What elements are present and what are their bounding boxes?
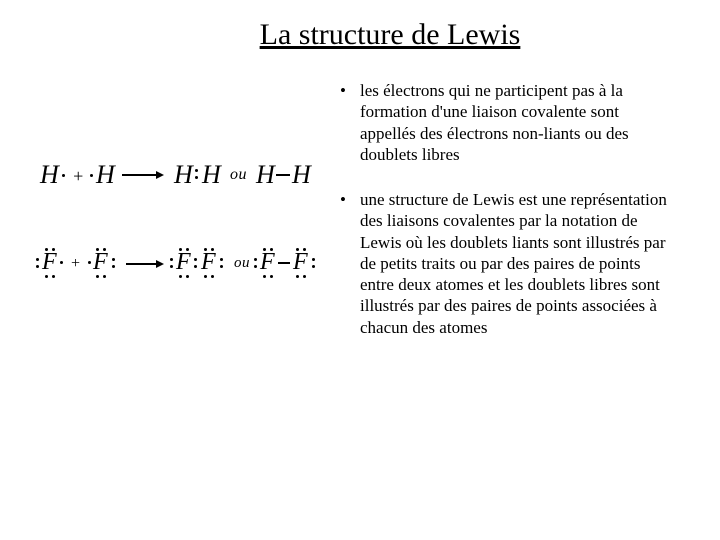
lone-pair <box>254 258 257 268</box>
atom-h: H <box>40 160 59 190</box>
atom-h: H <box>292 160 311 190</box>
diagram-column: H + H H H ou H H <box>40 80 330 362</box>
page-title: La structure de Lewis <box>100 18 680 52</box>
hydrogen-diagram: H + H H H ou H H <box>40 160 330 200</box>
lone-pair <box>179 275 189 278</box>
atom-f: F <box>201 249 216 276</box>
electron-dot <box>60 261 63 264</box>
slide: La structure de Lewis H + H H H ou H <box>0 0 720 540</box>
lone-pair <box>96 275 106 278</box>
bonding-pair <box>194 258 197 268</box>
lone-pair <box>220 258 223 268</box>
bullet-text: les électrons qui ne participent pas à l… <box>360 80 670 165</box>
single-bond <box>276 174 290 176</box>
ou-label: ou <box>230 166 247 184</box>
electron-dot <box>88 261 91 264</box>
lone-pair <box>204 275 214 278</box>
bullet-item: • les électrons qui ne participent pas à… <box>340 80 670 165</box>
atom-f: F <box>293 249 308 276</box>
atom-f: F <box>93 249 108 276</box>
electron-dot <box>62 174 65 177</box>
atom-f: F <box>42 249 57 276</box>
lone-pair <box>312 258 315 268</box>
atom-h: H <box>202 160 221 190</box>
plus-sign: + <box>70 255 81 273</box>
bullet-text: une structure de Lewis est une représent… <box>360 189 670 338</box>
atom-f: F <box>176 249 191 276</box>
lone-pair <box>36 258 39 268</box>
atom-f: F <box>260 249 275 276</box>
content-row: H + H H H ou H H <box>40 80 680 362</box>
atom-h: H <box>96 160 115 190</box>
lone-pair <box>170 258 173 268</box>
electron-dot <box>90 174 93 177</box>
lone-pair <box>112 258 115 268</box>
lone-pair <box>296 275 306 278</box>
plus-sign: + <box>72 166 85 187</box>
bonding-pair <box>195 169 198 179</box>
bullet-marker: • <box>340 80 360 165</box>
bullet-marker: • <box>340 189 360 338</box>
fluorine-diagram: F + F F <box>40 245 330 295</box>
single-bond <box>278 262 290 264</box>
lone-pair <box>45 275 55 278</box>
ou-label: ou <box>234 255 250 272</box>
bullet-item: • une structure de Lewis est une représe… <box>340 189 670 338</box>
lone-pair <box>263 275 273 278</box>
atom-h: H <box>174 160 193 190</box>
text-column: • les électrons qui ne participent pas à… <box>340 80 680 362</box>
atom-h: H <box>256 160 275 190</box>
